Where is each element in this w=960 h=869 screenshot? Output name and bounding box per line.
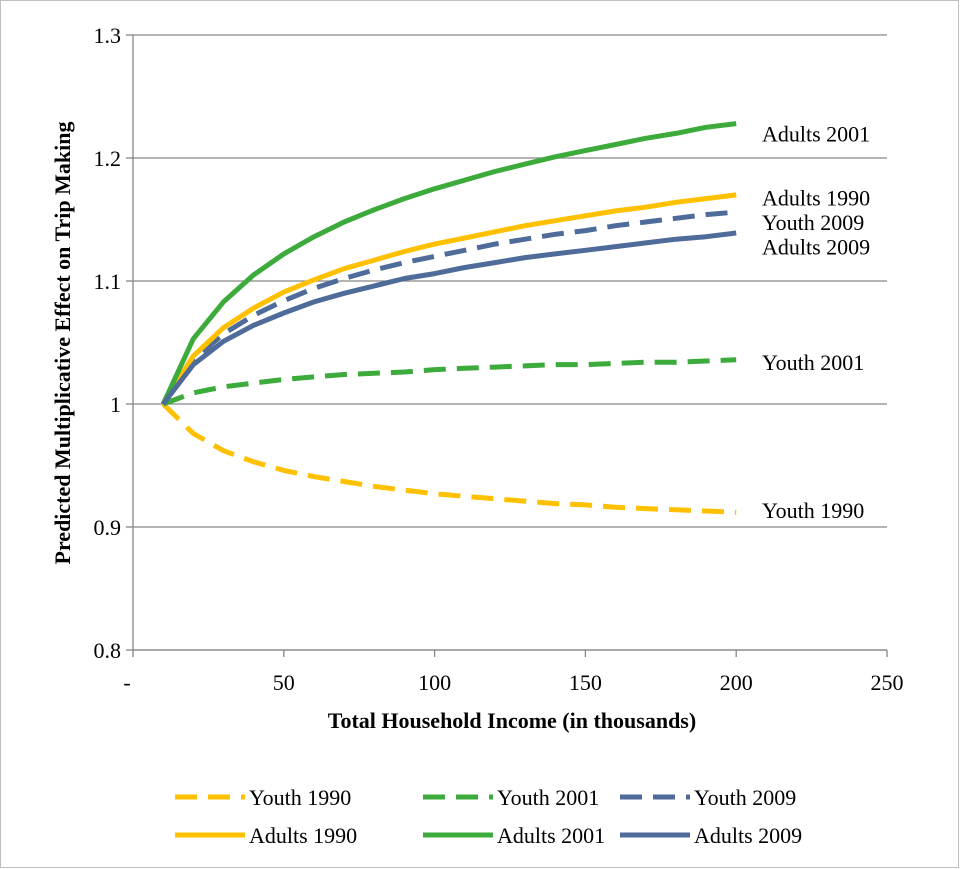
y-tick-label: 0.9	[94, 515, 122, 540]
y-tick-label: 1.3	[94, 23, 122, 48]
legend-label-youth-2001: Youth 2001	[497, 785, 599, 810]
x-tick-label: 150	[569, 670, 602, 695]
y-tick-label: 0.8	[94, 638, 122, 663]
legend-label-youth-2009: Youth 2009	[694, 785, 796, 810]
series-lines	[160, 121, 737, 515]
x-tick-label: 250	[871, 670, 904, 695]
series-line-adults-1990	[161, 192, 737, 406]
legend: Youth 1990 Youth 2001 Youth 2009 Adults 199…	[175, 785, 802, 848]
axes: 0.8 0.9 1 1.1 1.2 1.3 - 50 100 150 200 250	[94, 23, 904, 695]
series-line-adults-2009	[161, 230, 737, 406]
series-line-adults-2001	[160, 121, 737, 406]
legend-label-adults-2001: Adults 2001	[497, 823, 605, 848]
end-label-youth-2001: Youth 2001	[762, 350, 864, 375]
series-line-youth-2009	[161, 209, 737, 406]
legend-label-adults-1990: Adults 1990	[249, 823, 357, 848]
end-label-adults-2009: Adults 2009	[762, 235, 870, 260]
series-line-youth-2001	[162, 357, 737, 407]
end-label-youth-2009: Youth 2009	[762, 210, 864, 235]
series-line-youth-1990	[161, 402, 737, 515]
y-tick-label: 1	[110, 392, 121, 417]
x-tick-label: 50	[273, 670, 295, 695]
x-tick-label: -	[123, 670, 130, 695]
x-tick-label: 200	[720, 670, 753, 695]
x-tick-label: 100	[418, 670, 451, 695]
legend-label-adults-2009: Adults 2009	[694, 823, 802, 848]
y-axis-title: Predicted Multiplicative Effect on Trip …	[50, 121, 75, 564]
end-label-adults-1990: Adults 1990	[762, 185, 870, 210]
legend-label-youth-1990: Youth 1990	[249, 785, 351, 810]
end-label-adults-2001: Adults 2001	[762, 121, 870, 146]
x-axis-title: Total Household Income (in thousands)	[328, 708, 696, 733]
y-tick-label: 1.2	[94, 146, 122, 171]
y-tick-label: 1.1	[94, 269, 122, 294]
end-label-youth-1990: Youth 1990	[762, 498, 864, 523]
